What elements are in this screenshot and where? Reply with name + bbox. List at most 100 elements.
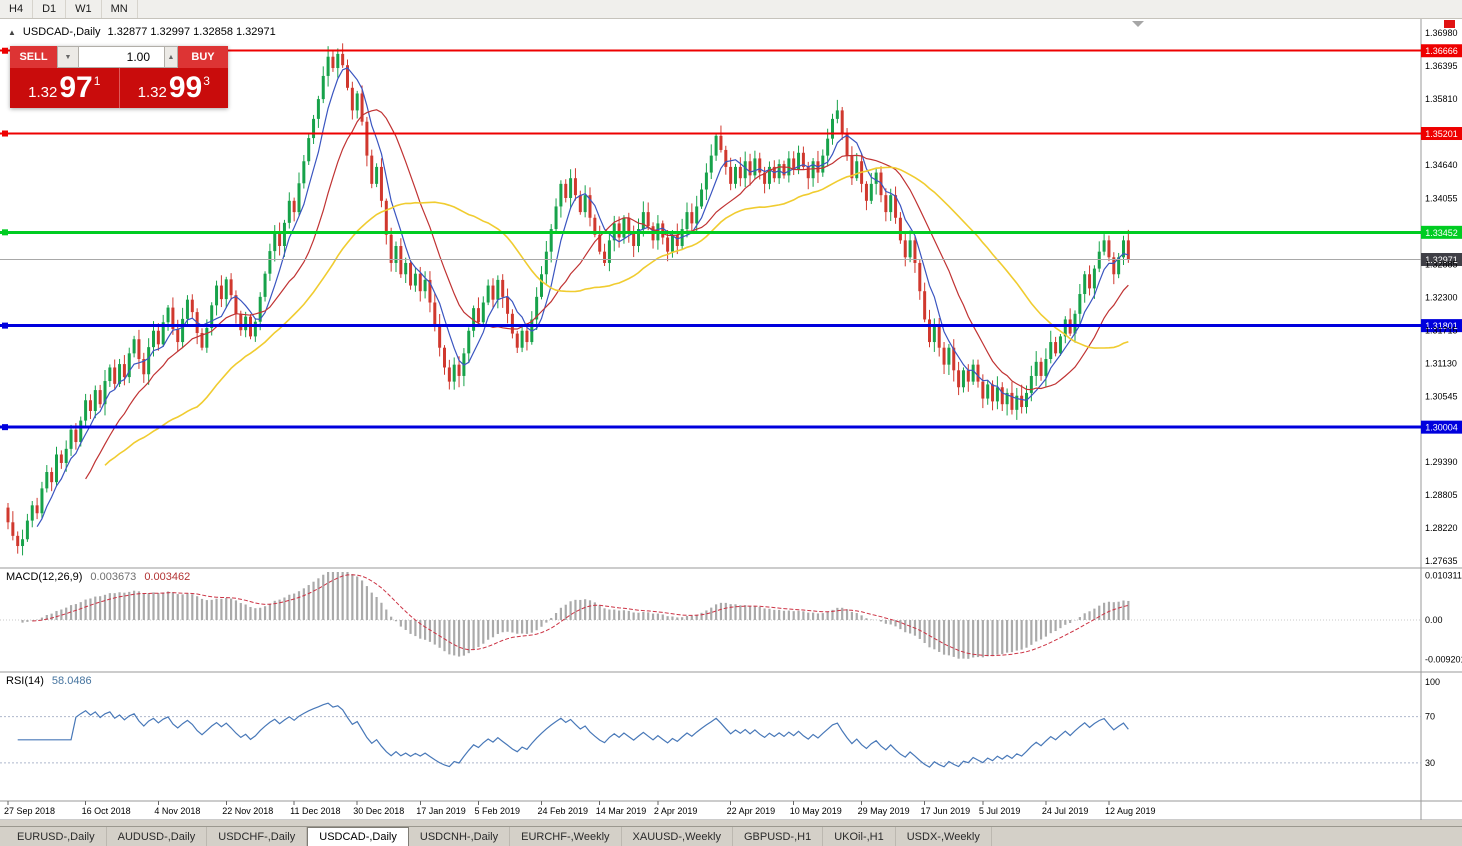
overlay-ma-slow [104,166,1129,466]
sell-price-display[interactable]: 1.32 97 1 [10,68,120,108]
level-handle[interactable] [2,229,8,236]
svg-text:70: 70 [1425,712,1435,722]
buy-price-display[interactable]: 1.32 99 3 [120,68,229,108]
svg-text:1.31130: 1.31130 [1425,359,1457,369]
sell-price-sup: 1 [93,74,101,88]
level-handle[interactable] [2,322,8,329]
date-axis: 27 Sep 2018 16 Oct 2018 4 Nov 2018 22 Nov 2… [4,801,1156,816]
svg-text:27 Sep 2018: 27 Sep 2018 [4,806,55,816]
svg-text:1.30545: 1.30545 [1425,392,1458,402]
timeframe-button-h4[interactable]: H4 [0,0,34,18]
level-handle[interactable] [2,47,8,54]
chart-tab-usdcnh-daily[interactable]: USDCNH-,Daily [409,827,511,846]
buy-price-base: 1.32 [137,83,167,101]
svg-text:10 May 2019: 10 May 2019 [790,806,842,816]
level-handle[interactable] [2,130,8,137]
timeframe-button-mn[interactable]: MN [102,0,138,18]
current-price-marker: 1.32971 [0,253,1462,267]
price-chart[interactable]: 1.366661.352011.334521.318011.300041.329… [0,19,1462,820]
chevron-up-icon: ▲ [167,53,175,61]
chart-tab-usdx-weekly[interactable]: USDX-,Weekly [896,827,992,846]
svg-text:17 Jan 2019: 17 Jan 2019 [416,806,466,816]
volume-decrease-button[interactable]: ▼ [57,46,79,68]
chart-tab-ukoil-h1[interactable]: UKOil-,H1 [823,827,896,846]
chart-tabs: EURUSD-,Daily AUDUSD-,Daily USDCHF-,Daily U… [0,826,1462,846]
svg-text:1.36980: 1.36980 [1425,28,1458,38]
level-price-tag [1421,44,1462,58]
svg-text:30: 30 [1425,758,1435,768]
level-price-tag [1421,127,1462,141]
rsi-scale: 100 70 30 [1425,677,1440,768]
chart-tab-audusd-daily[interactable]: AUDUSD-,Daily [107,827,208,846]
level-price-tag-label: 1.36666 [1425,46,1458,56]
svg-text:1.28220: 1.28220 [1425,523,1458,533]
svg-text:22 Apr 2019: 22 Apr 2019 [727,806,776,816]
chart-tab-xauusd-weekly[interactable]: XAUUSD-,Weekly [622,827,733,846]
chart-header: ▲ USDCAD-,Daily 1.32877 1.32997 1.32858 … [8,26,276,38]
volume-increase-button[interactable]: ▲ [164,46,178,68]
horizontal-levels[interactable]: 1.36666 1.35201 1.33452 1.31801 1.30004 [0,44,1462,434]
chevron-down-icon: ▼ [64,53,72,61]
level-price-tag [1421,319,1462,333]
rsi-value: 58.0486 [51,675,92,687]
rsi-levels [0,716,1421,764]
chart-tab-usdchf-daily[interactable]: USDCHF-,Daily [207,827,308,846]
volume-input[interactable]: 1.00 [79,46,164,68]
svg-text:1.31715: 1.31715 [1425,325,1458,335]
svg-text:22 Nov 2018: 22 Nov 2018 [222,806,273,816]
svg-text:1.28805: 1.28805 [1425,490,1458,500]
level-price-tag [1421,420,1462,434]
buy-button[interactable]: BUY [178,46,228,68]
one-click-collapse-icon[interactable]: ▲ [8,27,16,37]
svg-text:29 May 2019: 29 May 2019 [858,806,910,816]
chart-tab-gbpusd-h1[interactable]: GBPUSD-,H1 [733,827,824,846]
level-price-tag-label: 1.30004 [1425,423,1458,433]
timeframe-toolbar: H4 D1 W1 MN [0,0,1462,19]
chart-tab-eurchf-weekly[interactable]: EURCHF-,Weekly [510,827,622,846]
svg-text:14 Mar 2019: 14 Mar 2019 [596,806,647,816]
macd-panel-header: MACD(12,26,9) 0.003673 0.003462 [6,571,190,583]
svg-text:1.32300: 1.32300 [1425,292,1458,302]
buy-price-sup: 3 [203,74,210,88]
svg-text:12 Aug 2019: 12 Aug 2019 [1105,806,1156,816]
macd-histogram [21,572,1130,659]
rsi-panel-header: RSI(14) 58.0486 [6,675,92,687]
level-handle[interactable] [2,424,8,431]
overlay-ma-fast [36,67,1129,528]
buy-price-big: 99 [168,71,203,104]
sell-price-big: 97 [59,71,93,104]
chart-ohlc-readout: 1.32877 1.32997 1.32858 1.32971 [107,26,276,38]
scale-alert-marker [1444,20,1455,28]
sell-button[interactable]: SELL [10,46,57,68]
timeframe-button-d1[interactable]: D1 [33,0,67,18]
macd-signal-value: 0.003462 [144,571,191,583]
level-price-tag [1421,225,1462,239]
svg-text:0.010311: 0.010311 [1425,571,1462,581]
svg-text:11 Dec 2018: 11 Dec 2018 [290,806,340,816]
timeframe-button-w1[interactable]: W1 [66,0,102,18]
chart-tab-usdcad-daily[interactable]: USDCAD-,Daily [307,827,409,846]
chart-tab-eurusd-daily[interactable]: EURUSD-,Daily [6,827,107,846]
svg-text:16 Oct 2018: 16 Oct 2018 [82,806,131,816]
rsi-title: RSI(14) [6,675,44,687]
svg-text:0.00: 0.00 [1425,615,1443,625]
svg-text:1.36395: 1.36395 [1425,61,1458,71]
svg-text:1.32971: 1.32971 [1425,255,1458,265]
rsi-line [17,702,1129,768]
macd-main-value: 0.003673 [90,571,137,583]
svg-text:100: 100 [1425,677,1440,687]
chart-shift-marker[interactable] [1132,21,1144,27]
svg-text:1.34640: 1.34640 [1425,160,1458,170]
svg-text:24 Jul 2019: 24 Jul 2019 [1042,806,1089,816]
svg-text:2 Apr 2019: 2 Apr 2019 [654,806,698,816]
macd-title: MACD(12,26,9) [6,571,83,583]
svg-text:5 Jul 2019: 5 Jul 2019 [979,806,1021,816]
macd-signal-line [32,574,1129,657]
level-price-tag-label: 1.31801 [1425,321,1458,331]
svg-text:1.32885: 1.32885 [1425,259,1458,269]
svg-text:1.27635: 1.27635 [1425,556,1458,566]
price-scale: 1.36980 1.36395 1.35810 1.34640 1.34055 1.328… [1425,28,1458,566]
one-click-trading-panel: SELL ▼ 1.00 ▲ BUY 1.32 97 1 1.32 99 3 [10,46,228,108]
svg-text:24 Feb 2019: 24 Feb 2019 [538,806,589,816]
